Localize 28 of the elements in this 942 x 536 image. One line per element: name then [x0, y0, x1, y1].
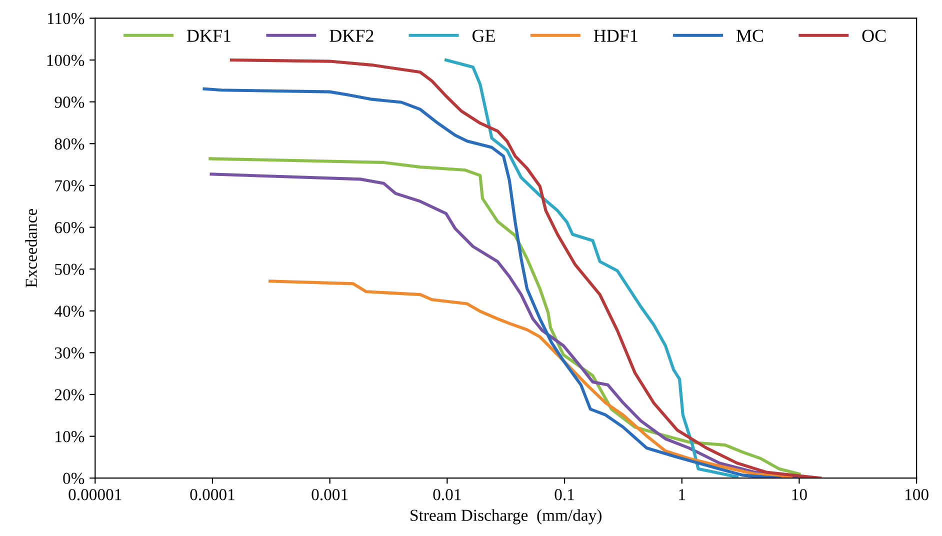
legend-label: HDF1: [594, 30, 638, 42]
y-tick-label: 0%: [63, 472, 84, 484]
y-tick-label: 20%: [54, 389, 84, 400]
x-tick-label: 0.01: [433, 489, 461, 500]
x-axis-title: Stream Discharge (mm/day): [410, 509, 602, 524]
y-tick-label: 40%: [54, 306, 84, 317]
y-axis-title: Exceedance: [25, 208, 37, 288]
legend-label: OC: [862, 30, 886, 42]
x-tick-label: 10: [792, 489, 807, 500]
legend-label: GE: [472, 30, 495, 42]
x-tick-label: 1: [679, 489, 686, 500]
legend-label: DKF2: [330, 30, 374, 42]
x-tick-label: 0.001: [312, 489, 348, 500]
y-tick-label: 80%: [54, 138, 84, 150]
y-tick-label: 110%: [48, 12, 84, 24]
legend-label: MC: [736, 30, 764, 42]
x-tick-label: 0.0001: [190, 489, 234, 500]
x-tick-label: 0.00001: [68, 489, 122, 500]
y-tick-label: 70%: [55, 180, 84, 192]
x-tick-label: 0.1: [554, 489, 574, 500]
legend-label: DKF1: [186, 30, 231, 42]
y-tick-label: 50%: [55, 264, 84, 276]
x-tick-label: 100: [906, 489, 928, 500]
y-tick-label: 60%: [54, 222, 84, 234]
y-tick-label: 90%: [54, 96, 84, 108]
y-tick-label: 10%: [56, 431, 84, 442]
y-tick-label: 30%: [54, 347, 84, 359]
y-tick-label: 100%: [47, 54, 84, 66]
